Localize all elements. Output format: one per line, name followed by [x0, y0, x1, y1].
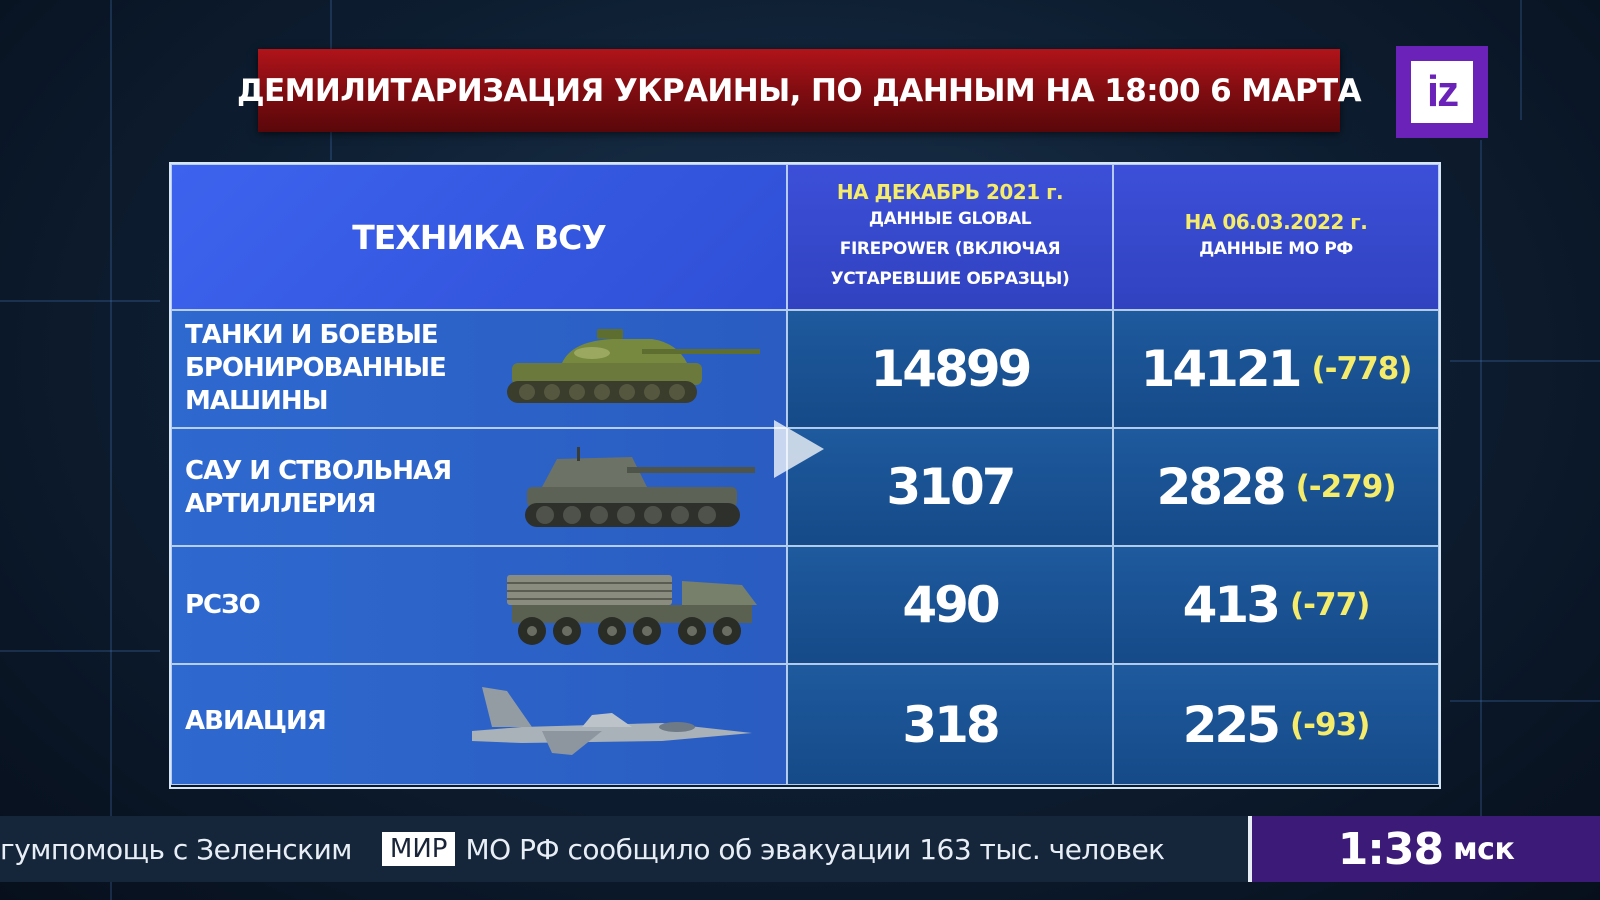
ticker-left-text: гумпомощь с Зеленским [0, 832, 352, 866]
tanks-dec2021-value: 14899 [870, 340, 1033, 398]
mlrs-dec2021-value: 490 [902, 576, 1000, 634]
aviation-mar2022-cell: 225 (-93) [1113, 664, 1439, 785]
artillery-label: САУ И СТВОЛЬНАЯ АРТИЛЛЕРИЯ [185, 456, 452, 519]
tanks-dec2021-cell: 14899 [787, 310, 1113, 428]
mlrs-mar2022-value: 413 [1182, 576, 1281, 634]
tanks-label: ТАНКИ И БОЕВЫЕ БРОНИРОВАННЫЕ МАШИНЫ [185, 320, 447, 416]
artillery-delta: (-279) [1295, 469, 1397, 505]
iz-logo-mark: iz [1411, 61, 1473, 123]
rocket-launcher-truck-icon [507, 575, 757, 645]
row-label-mlrs: РСЗО [171, 546, 787, 664]
mlrs-dec2021-cell: 490 [787, 546, 1113, 664]
play-icon[interactable] [774, 420, 824, 478]
tanks-delta: (-778) [1311, 351, 1413, 387]
page-title: ДЕМИЛИТАРИЗАЦИЯ УКРАИНЫ, ПО ДАННЫМ НА 18… [237, 72, 1362, 109]
clock: 1:38 мск [1252, 816, 1600, 882]
artillery-mar2022-cell: 2828 (-279) [1113, 428, 1439, 546]
artillery-dec2021-value: 3107 [886, 458, 1016, 516]
tanks-mar2022-value: 14121 [1140, 340, 1303, 398]
mlrs-delta: (-77) [1290, 587, 1370, 623]
header-mar2022-source: ДАННЫЕ МО РФ [1199, 238, 1353, 259]
fighter-jet-icon [472, 687, 752, 755]
artillery-dec2021-cell: 3107 [787, 428, 1113, 546]
iz-logo: iz [1396, 46, 1488, 138]
header-mar2022: НА 06.03.2022 г. ДАННЫЕ МО РФ [1113, 164, 1439, 310]
mlrs-label: РСЗО [185, 590, 261, 620]
artillery-mar2022-value: 2828 [1156, 458, 1286, 516]
news-ticker: гумпомощь с Зеленским МИР МО РФ сообщило… [0, 816, 1250, 882]
tank-icon [507, 329, 760, 403]
row-label-aviation: АВИАЦИЯ [171, 664, 787, 785]
header-mar2022-date: НА 06.03.2022 г. [1184, 209, 1368, 234]
tanks-mar2022-cell: 14121 (-778) [1113, 310, 1439, 428]
row-label-artillery: САУ И СТВОЛЬНАЯ АРТИЛЛЕРИЯ [171, 428, 787, 546]
aviation-mar2022-value: 225 [1182, 695, 1281, 754]
ticker-source-badge: МИР [381, 832, 456, 866]
self-propelled-howitzer-icon [525, 447, 755, 527]
header-dec2021-line2: ДАННЫЕ GLOBAL [868, 209, 1032, 229]
title-banner: ДЕМИЛИТАРИЗАЦИЯ УКРАИНЫ, ПО ДАННЫМ НА 18… [237, 49, 1362, 132]
header-dec2021-date: НА ДЕКАБРЬ 2021 г. [836, 180, 1064, 204]
mlrs-mar2022-cell: 413 (-77) [1113, 546, 1439, 664]
row-label-tanks: ТАНКИ И БОЕВЫЕ БРОНИРОВАННЫЕ МАШИНЫ [171, 310, 787, 428]
clock-timezone: мск [1453, 831, 1515, 867]
header-dec2021-line3: FIREPOWER (ВКЛЮЧАЯ [839, 239, 1061, 259]
header-equipment: ТЕХНИКА ВСУ [171, 164, 787, 310]
aviation-dec2021-cell: 318 [787, 664, 1113, 785]
header-dec2021: НА ДЕКАБРЬ 2021 г. ДАННЫЕ GLOBAL FIREPOW… [787, 164, 1113, 310]
clock-time: 1:38 [1337, 823, 1444, 875]
aviation-delta: (-93) [1290, 706, 1370, 743]
ticker-divider [1248, 816, 1252, 882]
header-equipment-label: ТЕХНИКА ВСУ [352, 217, 607, 257]
aviation-label: АВИАЦИЯ [185, 706, 327, 736]
equipment-table: ТЕХНИКА ВСУ НА ДЕКАБРЬ 2021 г. ДАННЫЕ GL… [169, 162, 1441, 789]
ticker-right-text: МО РФ сообщило об эвакуации 163 тыс. чел… [465, 832, 1165, 866]
header-dec2021-line4: УСТАРЕВШИЕ ОБРАЗЦЫ) [830, 269, 1070, 289]
aviation-dec2021-value: 318 [902, 695, 1000, 754]
